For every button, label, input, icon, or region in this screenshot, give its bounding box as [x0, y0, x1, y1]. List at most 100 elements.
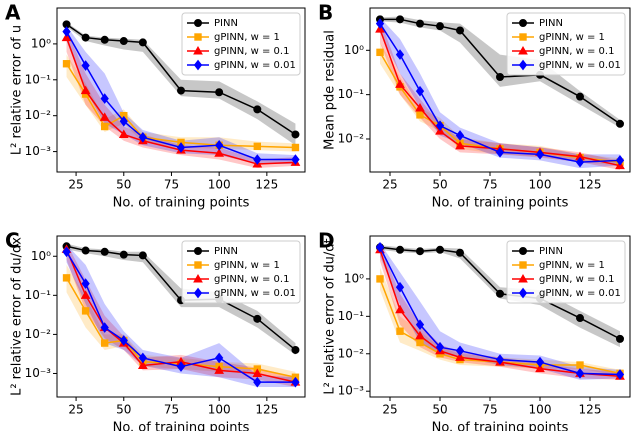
- legend-label: gPINN, w = 0.01: [214, 288, 296, 299]
- marker: [519, 33, 527, 41]
- y-tick-label: 10⁰: [31, 249, 51, 263]
- x-tick-label: 100: [208, 403, 231, 417]
- marker: [416, 19, 424, 28]
- marker: [395, 79, 405, 88]
- legend-label: gPINN, w = 1: [539, 32, 605, 43]
- marker: [416, 247, 424, 256]
- marker: [194, 247, 202, 255]
- legend-label: gPINN, w = 0.01: [539, 60, 621, 71]
- y-tick-label: 10⁻²: [25, 108, 52, 122]
- legend-box: [181, 12, 301, 76]
- marker: [291, 376, 300, 388]
- marker: [138, 251, 147, 260]
- marker: [193, 287, 203, 299]
- marker: [138, 131, 147, 143]
- marker: [576, 361, 584, 369]
- y-tick-label: 10⁻¹: [338, 309, 365, 323]
- marker: [415, 319, 425, 330]
- marker: [62, 60, 71, 68]
- marker: [81, 60, 90, 71]
- y-tick-label: 10⁻²: [25, 327, 52, 341]
- marker: [81, 33, 90, 42]
- marker: [119, 250, 128, 259]
- x-axis-label: No. of training points: [113, 196, 250, 211]
- y-axis-label: L² relative error of du/dt: [323, 238, 338, 394]
- x-tick-label: 75: [164, 403, 179, 417]
- x-tick-label: 100: [529, 178, 552, 192]
- axes-frame: [56, 7, 306, 173]
- axes-frame: [369, 235, 631, 398]
- marker: [496, 73, 504, 82]
- marker: [119, 37, 128, 46]
- marker: [100, 93, 109, 104]
- marker: [252, 368, 263, 377]
- marker: [137, 360, 148, 370]
- legend-label: PINN: [214, 18, 238, 29]
- marker: [496, 289, 504, 298]
- marker: [518, 273, 528, 283]
- marker: [495, 354, 505, 365]
- panel-label: B: [318, 1, 333, 25]
- marker: [81, 246, 90, 255]
- x-axis-label: No. of training points: [432, 196, 569, 211]
- marker: [177, 86, 185, 95]
- legend-box: [181, 240, 301, 304]
- marker: [214, 148, 225, 157]
- y-tick-label: 10⁰: [31, 36, 51, 50]
- legend-label: gPINN, w = 0.1: [539, 46, 614, 57]
- panel: C 10⁻³ 10⁻² 10⁻¹ 10⁰ 25 50 75 100 125 No. of train…: [5, 229, 306, 431]
- marker: [253, 154, 262, 165]
- marker: [253, 105, 262, 114]
- marker: [291, 154, 300, 165]
- marker: [415, 330, 425, 340]
- marker: [519, 19, 527, 27]
- marker: [535, 363, 545, 373]
- marker: [415, 102, 425, 112]
- legend-label: gPINN, w = 1: [214, 32, 280, 43]
- legend-label: gPINN, w = 0.1: [539, 274, 614, 285]
- marker: [291, 345, 300, 354]
- x-tick-label: 75: [482, 403, 497, 417]
- marker: [455, 352, 465, 361]
- panel: D 10⁻³ 10⁻² 10⁻¹ 10⁰ 25 50 75 100 125 No. of train…: [318, 229, 631, 431]
- marker: [61, 32, 72, 42]
- marker: [535, 149, 545, 160]
- marker: [138, 352, 147, 364]
- axes-frame: [369, 7, 631, 173]
- marker: [436, 22, 444, 31]
- marker: [436, 245, 444, 254]
- marker: [100, 339, 109, 347]
- plot-area: [375, 15, 625, 170]
- x-tick-label: 50: [432, 403, 447, 417]
- y-tick-label: 10⁻²: [338, 131, 365, 145]
- marker: [62, 26, 71, 37]
- marker: [518, 45, 528, 55]
- marker: [215, 352, 224, 364]
- marker: [616, 334, 624, 343]
- x-tick-label: 125: [255, 403, 278, 417]
- marker: [376, 48, 384, 57]
- y-tick-label: 10⁻³: [25, 366, 52, 380]
- marker: [215, 139, 224, 151]
- marker: [81, 278, 90, 289]
- x-axis-label: No. of training points: [113, 421, 250, 431]
- y-tick-label: 10⁻¹: [25, 72, 52, 86]
- marker: [435, 341, 445, 353]
- marker: [395, 49, 405, 60]
- y-tick-label: 10⁰: [344, 43, 364, 57]
- marker: [80, 290, 91, 299]
- error-band: [66, 22, 296, 146]
- marker: [176, 361, 186, 372]
- legend-label: PINN: [539, 18, 563, 29]
- marker: [535, 356, 545, 368]
- y-tick-label: 10⁻³: [25, 144, 52, 158]
- marker: [575, 368, 585, 379]
- marker: [616, 119, 624, 128]
- legend: PINN gPINN, w = 1 gPINN, w = 0.1 gPINN, w =…: [181, 12, 301, 76]
- x-tick-label: 50: [116, 178, 131, 192]
- marker: [375, 18, 385, 29]
- marker: [396, 327, 404, 335]
- marker: [415, 85, 425, 97]
- y-tick-label: 10⁻¹: [338, 87, 365, 101]
